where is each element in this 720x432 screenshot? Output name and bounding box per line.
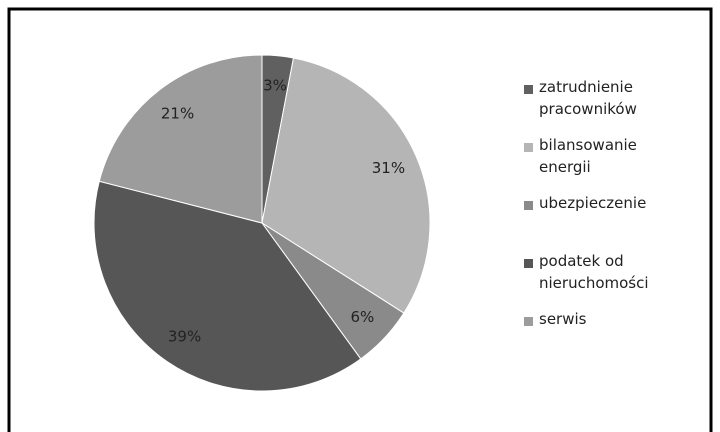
legend-label: ubezpieczenie: [539, 194, 647, 212]
legend: zatrudnienie pracowników bilansowanie ene…: [524, 78, 704, 370]
legend-label: zatrudnienie pracowników: [539, 78, 637, 118]
legend-label: serwis: [539, 310, 587, 328]
legend-item: serwis: [524, 310, 704, 370]
pie-slice: [98, 54, 263, 224]
legend-label: bilansowanie energii: [539, 136, 637, 176]
legend-swatch: [524, 201, 533, 210]
pie: 3% 31% 6% 39% 21%: [93, 54, 431, 392]
legend-item: zatrudnienie pracowników: [524, 78, 704, 138]
legend-swatch: [524, 317, 533, 326]
data-label: 3%: [263, 76, 287, 94]
data-label: 39%: [168, 327, 201, 345]
legend-swatch: [524, 143, 533, 152]
legend-swatch: [524, 85, 533, 94]
data-label: 6%: [351, 308, 375, 326]
pie-slice: [93, 180, 362, 392]
legend-item: bilansowanie energii: [524, 136, 704, 196]
data-label: 31%: [372, 159, 405, 177]
data-label: 21%: [161, 105, 194, 123]
legend-swatch: [524, 259, 533, 268]
legend-label: podatek od nieruchomości: [539, 252, 649, 292]
legend-item: ubezpieczenie: [524, 194, 704, 254]
legend-item: podatek od nieruchomości: [524, 252, 704, 312]
